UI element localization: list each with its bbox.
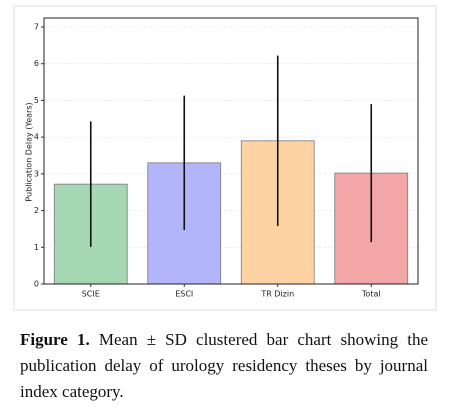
y-tick-label: 2 xyxy=(34,206,39,215)
y-tick-label: 0 xyxy=(34,280,39,289)
y-tick-label: 3 xyxy=(34,169,39,178)
y-axis-label: Publication Delay (Years) xyxy=(25,102,34,201)
caption: Figure 1. Mean ± SD clustered bar chart … xyxy=(20,327,428,405)
chart: Publication Delay (Years) 0 1 2 3 4 5 6 7 SCIE ES… xyxy=(13,5,437,311)
y-tick-label: 6 xyxy=(34,59,39,68)
y-tick-label: 4 xyxy=(34,133,39,142)
caption-text: Mean ± SD clustered bar chart showing th… xyxy=(20,330,428,401)
x-tick-label: TR Dizin xyxy=(260,290,294,299)
plot-frame xyxy=(43,17,419,285)
figure-frame xyxy=(13,5,437,311)
caption-label: Figure 1. xyxy=(20,330,90,349)
x-tick-label: SCIE xyxy=(82,290,100,299)
x-tick-label: Total xyxy=(361,290,381,299)
x-tick-label: ESCI xyxy=(175,290,193,299)
y-tick-label: 5 xyxy=(34,96,39,105)
y-tick-label: 7 xyxy=(34,23,39,32)
y-tick-label: 1 xyxy=(34,243,39,252)
